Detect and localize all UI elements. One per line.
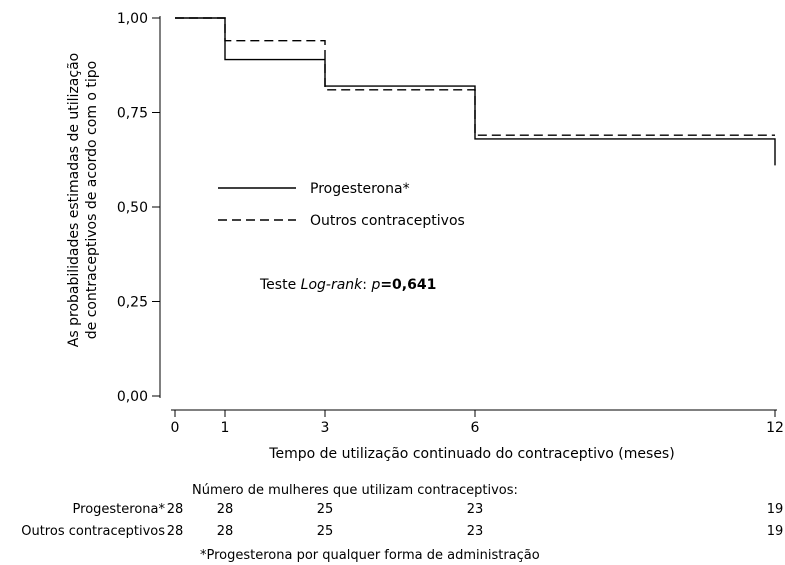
risk-row-label-0: Progesterona* (72, 502, 165, 517)
risk-value-1-4: 19 (766, 524, 784, 539)
risk-row-label-1: Outros contraceptivos (21, 524, 165, 539)
survival-chart: 0,00 0,25 0,50 0,75 1,00 0 1 3 6 12 Progesterona*… (66, 11, 784, 462)
x-tick-label-4: 12 (766, 420, 784, 436)
annotation-sep: : (362, 277, 371, 293)
y-tick-label-1: 0,25 (117, 295, 148, 311)
risk-value-0-4: 19 (766, 502, 784, 517)
risk-table-title: Número de mulheres que utilizam contrace… (192, 483, 518, 498)
chart-axes: 0,00 0,25 0,50 0,75 1,00 0 1 3 6 12 (117, 11, 784, 436)
x-tick-label-3: 6 (471, 420, 480, 436)
y-tick-label-3: 0,75 (117, 106, 148, 122)
y-axis-label-line2: de contraceptivos de acordo com o tipo (84, 61, 100, 339)
x-tick-label-0: 0 (171, 420, 180, 436)
logrank-annotation: Teste Log-rank: p=0,641 (259, 277, 436, 293)
annotation-p-value: =0,641 (380, 277, 436, 293)
legend-label-0: Progesterona* (310, 181, 410, 197)
y-tick-label-4: 1,00 (117, 11, 148, 27)
annotation-p-label: p (370, 277, 380, 293)
risk-value-1-1: 28 (216, 524, 234, 539)
annotation-prefix: Teste (259, 277, 301, 293)
x-tick-label-2: 3 (321, 420, 330, 436)
annotation-test-name: Log-rank (301, 277, 364, 293)
y-axis-label-line1: As probabilidades estimadas de utilizaçã… (66, 53, 82, 347)
risk-value-0-0: 28 (166, 502, 184, 517)
risk-value-1-2: 25 (316, 524, 334, 539)
risk-value-0-1: 28 (216, 502, 234, 517)
y-tick-label-0: 0,00 (117, 389, 148, 405)
x-tick-label-1: 1 (221, 420, 230, 436)
risk-value-0-3: 23 (466, 502, 484, 517)
risk-value-0-2: 25 (316, 502, 334, 517)
risk-value-1-3: 23 (466, 524, 484, 539)
footnote: *Progesterona por qualquer forma de admi… (200, 548, 540, 563)
x-axis-label: Tempo de utilização continuado do contra… (268, 446, 674, 462)
y-tick-label-2: 0,50 (117, 200, 148, 216)
series-line-1 (175, 17, 775, 136)
chart-legend: Progesterona* Outros contraceptivos (218, 181, 465, 229)
chart-series-layer (175, 17, 776, 166)
risk-value-1-0: 28 (166, 524, 184, 539)
legend-label-1: Outros contraceptivos (310, 213, 465, 229)
